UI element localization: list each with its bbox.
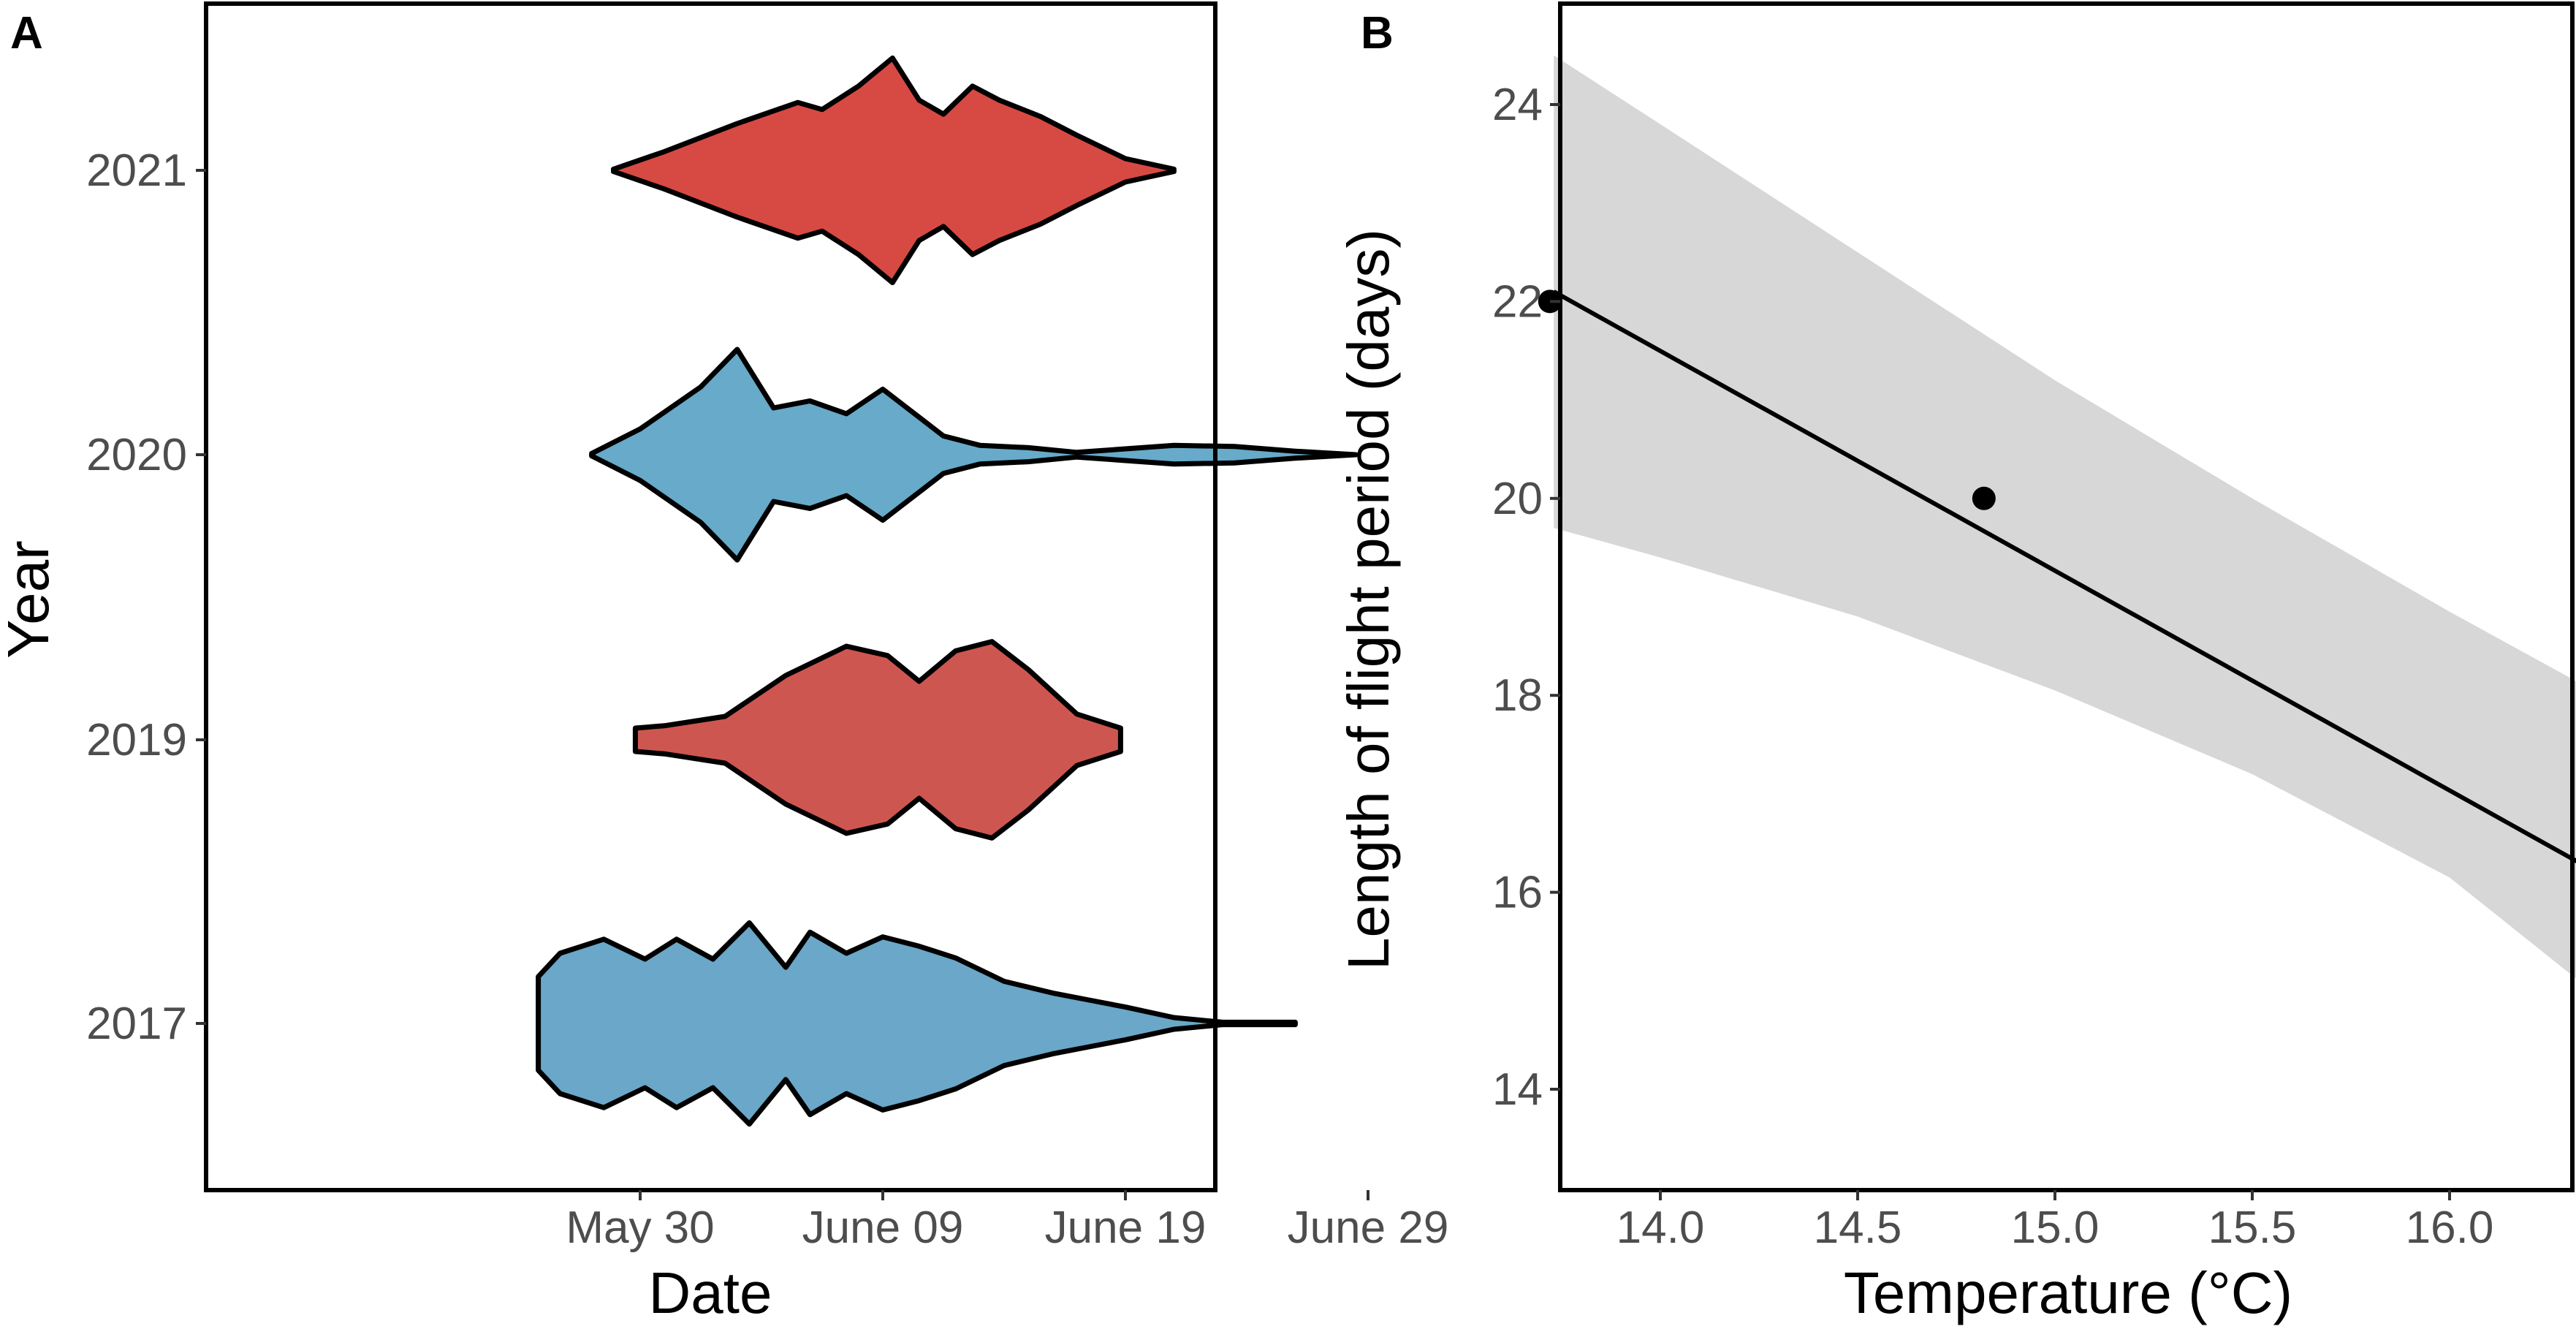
x-tick-label: 14.5 bbox=[1814, 1203, 1902, 1253]
violin-2021 bbox=[611, 55, 1177, 286]
panel-a-y-axis-title: Year bbox=[0, 540, 61, 659]
y-tick-label: 14 bbox=[1492, 1064, 1543, 1115]
violin-2020 bbox=[589, 347, 1359, 563]
violin-2017 bbox=[536, 920, 1298, 1127]
x-tick-label: 15.5 bbox=[2208, 1203, 2297, 1253]
x-tick-label: 15.0 bbox=[2011, 1203, 2100, 1253]
panel-b-x-axis-title: Temperature (°C) bbox=[1844, 1260, 2292, 1325]
x-tick-label: 16.0 bbox=[2406, 1203, 2494, 1253]
panel-b-y-axis-title: Length of flight period (days) bbox=[1336, 229, 1401, 970]
confidence-band bbox=[1554, 55, 2576, 979]
x-tick-label: June 29 bbox=[1288, 1203, 1449, 1253]
panel-b-letter: B bbox=[1361, 8, 1394, 58]
panel-a-frame bbox=[204, 1, 1217, 1192]
panel-a-letter: A bbox=[10, 8, 43, 58]
y-tick-label: 18 bbox=[1492, 670, 1543, 721]
panel-b-frame bbox=[1558, 1, 2575, 1192]
x-tick-label: 14.0 bbox=[1616, 1203, 1705, 1253]
x-tick-label: May 30 bbox=[566, 1203, 714, 1253]
x-tick-label: June 09 bbox=[802, 1203, 964, 1253]
panel-a-x-axis-title: Date bbox=[649, 1260, 772, 1325]
y-tick-label: 16 bbox=[1492, 868, 1543, 918]
y-tick-label: 2017 bbox=[86, 999, 187, 1049]
y-tick-label: 2019 bbox=[86, 715, 187, 765]
y-tick-label: 22 bbox=[1492, 276, 1543, 327]
violin-2019 bbox=[632, 639, 1123, 841]
y-tick-label: 20 bbox=[1492, 474, 1543, 524]
y-tick-label: 2020 bbox=[86, 430, 187, 480]
panel-a-chart: 2017 2019 2020 2021 May 30 June 09 June 19 June… bbox=[86, 1, 1449, 1253]
regression-line bbox=[1552, 289, 2576, 864]
y-tick-label: 24 bbox=[1492, 80, 1543, 130]
data-point bbox=[1538, 289, 1562, 314]
x-tick-label: June 19 bbox=[1045, 1203, 1207, 1253]
data-point bbox=[1972, 486, 1996, 510]
y-tick-label: 2021 bbox=[86, 145, 187, 196]
panel-b-chart: 14.014.515.015.516.016.5141618202224 bbox=[1492, 1, 2576, 1253]
